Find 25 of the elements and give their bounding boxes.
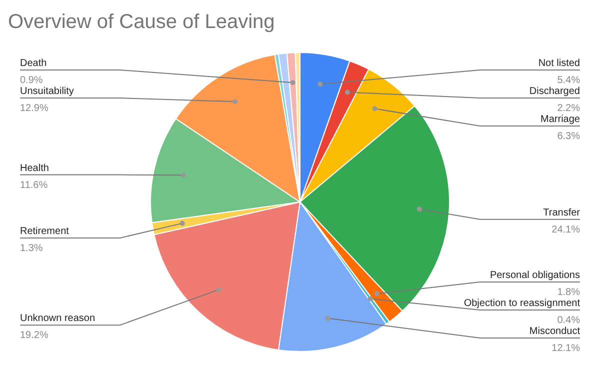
slice-label: Marriage <box>540 114 580 125</box>
data-label: 12.9% <box>20 103 48 114</box>
data-label: 0.4% <box>557 315 580 326</box>
data-label: 12.1% <box>552 343 580 354</box>
slice-label: Not listed <box>538 58 580 69</box>
data-label: 0.9% <box>20 75 43 86</box>
slice-label: Death <box>20 58 47 69</box>
data-label: 5.4% <box>557 75 580 86</box>
data-label: 11.6% <box>20 180 48 191</box>
slice-label: Misconduct <box>529 326 580 337</box>
slice-label: Unknown reason <box>20 313 96 324</box>
data-label: 19.2% <box>20 330 48 342</box>
data-label: 6.3% <box>557 131 580 142</box>
slice-label: Discharged <box>529 86 580 97</box>
data-label: 1.8% <box>557 287 580 298</box>
slice-label: Personal obligations <box>490 270 580 281</box>
slice-label: Transfer <box>543 207 581 218</box>
chart-title: Overview of Cause of Leaving <box>8 11 275 33</box>
data-label: 24.1% <box>552 224 580 236</box>
data-label: 2.2% <box>557 103 580 114</box>
slice-label: Objection to reassignment <box>464 298 580 309</box>
data-label: 1.3% <box>20 242 43 254</box>
slice-label: Health <box>20 162 49 174</box>
slice-label: Retirement <box>20 226 70 237</box>
slice-label: Unsuitability <box>20 86 74 97</box>
